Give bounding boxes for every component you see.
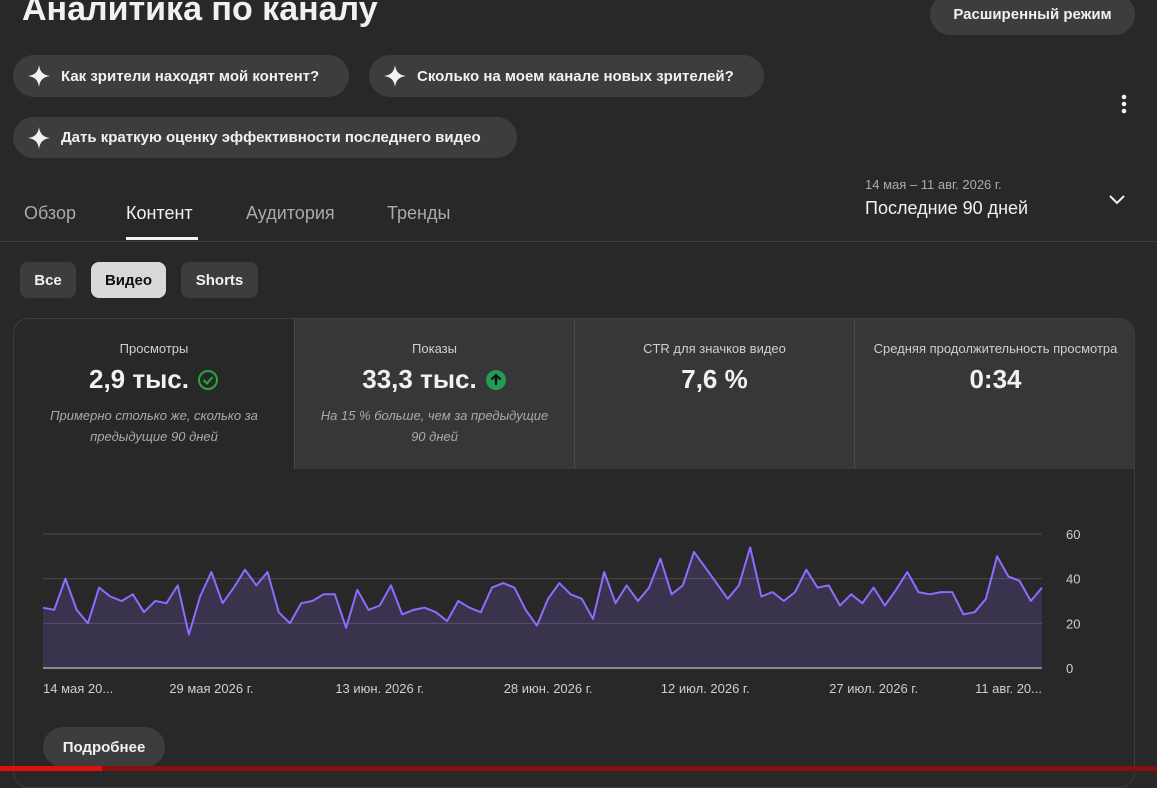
x-tick-label: 12 июл. 2026 г. <box>661 681 750 696</box>
tab[interactable]: Обзор <box>24 203 76 223</box>
check-icon <box>198 369 218 390</box>
filter-chip-active[interactable]: Видео <box>91 262 166 298</box>
suggestion-chip[interactable]: Дать краткую оценку эффективности послед… <box>13 117 517 158</box>
tab-active[interactable]: Контент <box>126 203 193 223</box>
sparkle-icon <box>384 65 406 87</box>
metric-value: 7,6 % <box>681 364 748 394</box>
chart: 0 20 40 60 14 мая 20... 29 мая 2026 г. 13 июн.… <box>42 527 1080 696</box>
metric-label: Показы <box>412 341 457 356</box>
y-tick-label: 60 <box>1066 527 1080 542</box>
filter-chip[interactable]: Все <box>20 262 76 298</box>
y-tick-label: 0 <box>1066 661 1073 676</box>
line <box>42 546 1043 636</box>
x-tick-label: 11 авг. 20... <box>975 681 1042 696</box>
tab[interactable]: Тренды <box>387 203 451 223</box>
metric-card[interactable]: CTR для значков видео 7,6 % <box>575 319 855 469</box>
suggestion-text: Как зрители находят мой контент? <box>61 67 320 85</box>
more-menu[interactable] <box>1116 92 1132 118</box>
y-tick-label: 40 <box>1066 572 1080 587</box>
filter-chip[interactable]: Shorts <box>181 262 258 298</box>
divider <box>0 241 1157 242</box>
metric-note: На 15 % больше, чем за предыдущие 90 дне… <box>320 408 549 444</box>
x-tick-label: 28 июн. 2026 г. <box>504 681 593 696</box>
chevron-down[interactable] <box>1107 192 1127 208</box>
analytics-card: Просмотры 2,9 тыс. Примерно столько же, … <box>13 318 1135 788</box>
x-tick-label: 13 июн. 2026 г. <box>335 681 424 696</box>
date-label[interactable]: Последние 90 дней <box>865 198 1029 218</box>
x-tick-label: 29 мая 2026 г. <box>169 681 253 696</box>
page-title: Аналитика по каналу <box>22 0 378 28</box>
area <box>43 547 1042 668</box>
metric-card[interactable]: Показы 33,3 тыс. На 15 % больше, чем за … <box>295 319 575 469</box>
suggestion-text: Дать краткую оценку эффективности послед… <box>61 129 481 146</box>
x-tick-label: 14 мая 20... <box>43 681 113 696</box>
up-icon <box>485 369 506 390</box>
x-tick-label: 27 июл. 2026 г. <box>829 681 918 696</box>
suggestion-text: Сколько на моем канале новых зрителей? <box>417 67 734 85</box>
more-button[interactable]: Подробнее <box>43 727 165 767</box>
metric-value: 2,9 тыс. <box>89 364 189 394</box>
metric-card[interactable]: Средняя продолжительность просмотра 0:34 <box>855 319 1134 469</box>
date-period: 14 мая – 11 авг. 2026 г. <box>865 177 1002 192</box>
suggestion-chip[interactable]: Как зрители находят мой контент? <box>13 55 349 97</box>
tab[interactable]: Аудитория <box>246 203 335 223</box>
metric-label: Просмотры <box>119 341 189 356</box>
sparkle-icon <box>28 126 50 149</box>
metric-value: 0:34 <box>969 364 1022 394</box>
advanced-mode-button[interactable]: Расширенный режим <box>930 0 1135 35</box>
metric-label: Средняя продолжительность просмотра <box>873 341 1118 356</box>
sparkle-icon <box>28 65 50 87</box>
tab-underline <box>126 237 198 240</box>
metric-note: Примерно столько же, сколько за предыдущ… <box>50 408 258 444</box>
metric-label: CTR для значков видео <box>643 341 786 356</box>
y-tick-label: 20 <box>1066 616 1080 631</box>
suggestion-chip[interactable]: Сколько на моем канале новых зрителей? <box>369 55 764 97</box>
metric-card[interactable]: Просмотры 2,9 тыс. Примерно столько же, … <box>14 319 295 469</box>
progress-track <box>0 766 1157 771</box>
metric-value: 33,3 тыс. <box>362 364 477 394</box>
progress-bar <box>0 766 102 771</box>
